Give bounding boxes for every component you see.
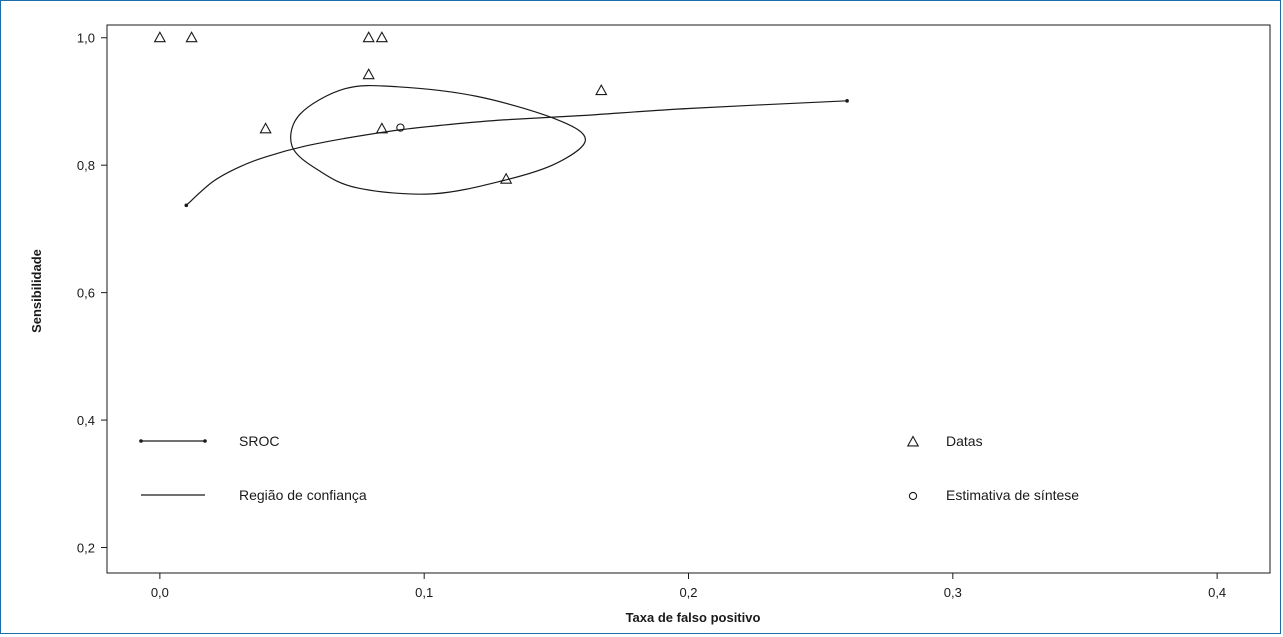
- data-point-triangle: [375, 31, 389, 43]
- legend-triangle-marker: [906, 435, 920, 447]
- data-point-triangle: [362, 31, 375, 43]
- sroc-end-dot: [184, 203, 189, 208]
- legend-label: Estimativa de síntese: [946, 487, 1079, 503]
- x-tick-label: 0,3: [944, 585, 962, 600]
- chart-marks: [153, 31, 849, 208]
- y-tick-label: 0,4: [77, 413, 95, 428]
- summary-estimate-circle: [396, 123, 405, 132]
- y-axis-title: Sensibilidade: [29, 249, 44, 333]
- data-point-triangle: [362, 68, 375, 80]
- sroc-end-dot: [845, 99, 849, 103]
- x-tick-label: 0,0: [151, 585, 169, 600]
- data-point-triangle: [499, 172, 513, 184]
- data-point-triangle: [153, 31, 167, 43]
- legend-label: SROC: [239, 433, 279, 449]
- x-tick-label: 0,2: [679, 585, 697, 600]
- data-point-triangle: [595, 83, 608, 96]
- x-tick-label: 0,1: [415, 585, 433, 600]
- legend-sroc-dot: [139, 439, 143, 443]
- y-tick-label: 1,0: [77, 31, 95, 46]
- legend-sroc-dot: [203, 439, 207, 443]
- axes: 0,0 0,1 0,2 0,3 0,4 0,2 0,4 0,6 0,8 1,0: [77, 24, 1271, 600]
- y-tick-label: 0,2: [77, 541, 95, 556]
- data-point-triangle: [259, 122, 272, 134]
- sroc-curve: [185, 100, 848, 206]
- x-axis-title: Taxa de falso positivo: [626, 610, 761, 625]
- x-tick-label: 0,4: [1208, 585, 1226, 600]
- y-tick-label: 0,6: [77, 286, 95, 301]
- legend-label: Datas: [946, 433, 983, 449]
- confidence-region-curve: [290, 84, 587, 195]
- legend-circle-marker: [908, 491, 918, 501]
- data-point-triangle: [185, 31, 198, 43]
- y-tick-label: 0,8: [77, 158, 95, 173]
- legend: SROC Região de confiança Datas Estimativa d…: [139, 433, 1079, 503]
- legend-label: Região de confiança: [239, 487, 367, 503]
